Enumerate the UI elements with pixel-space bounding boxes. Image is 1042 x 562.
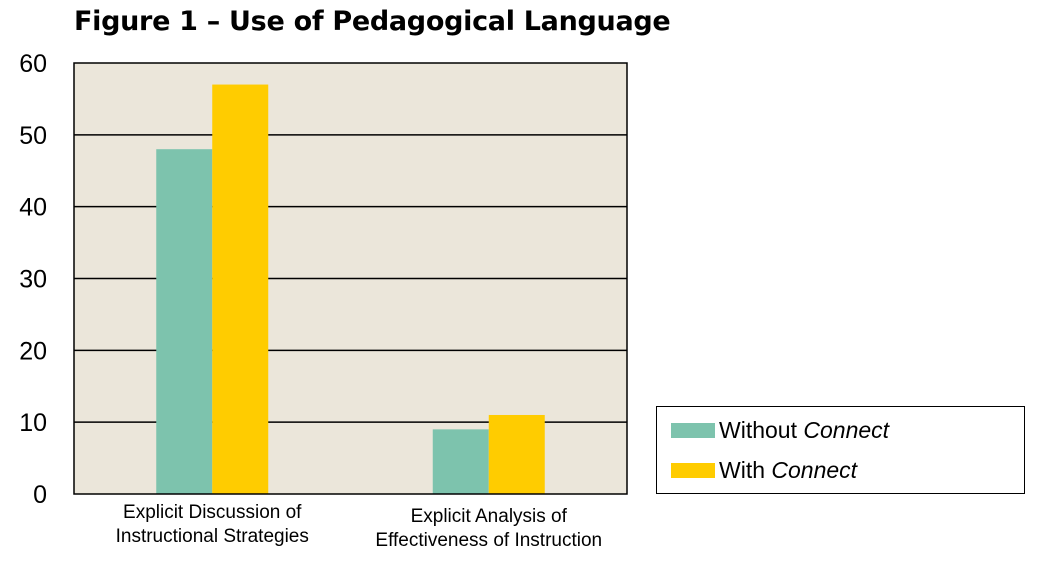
bars (156, 84, 545, 495)
bar-without-connect (432, 429, 489, 494)
bar-with-connect (488, 414, 545, 494)
bar-with-connect (212, 84, 269, 495)
y-tick-label: 10 (19, 409, 47, 437)
y-tick-label: 50 (19, 122, 47, 150)
legend-label-without-connect: Without Connect (719, 417, 890, 443)
legend-label-with-connect: With Connect (719, 457, 858, 483)
y-tick-label: 40 (19, 194, 47, 222)
bar-without-connect (156, 149, 213, 494)
x-axis-categories: Explicit Discussion of Instructional Stra… (116, 502, 602, 551)
y-tick-label: 60 (19, 50, 47, 78)
legend-swatch-without-connect (671, 423, 715, 438)
x-category-label: Explicit Analysis of (411, 506, 568, 527)
y-tick-label: 0 (33, 481, 47, 509)
chart-title: Figure 1 – Use of Pedagogical Language (74, 6, 671, 37)
x-category-label: Instructional Strategies (116, 526, 309, 547)
y-tick-label: 20 (19, 337, 47, 365)
y-axis-ticks: 0 10 20 30 40 50 60 (19, 50, 47, 509)
legend-item-with-connect: With Connect (671, 457, 857, 484)
x-category-label: Explicit Discussion of (123, 502, 302, 523)
legend-swatch-with-connect (671, 463, 715, 478)
plot-border (73, 62, 628, 495)
legend: Without Connect With Connect (656, 406, 1025, 494)
x-category-label: Effectiveness of Instruction (375, 530, 602, 551)
y-tick-label: 30 (19, 266, 47, 294)
legend-item-without-connect: Without Connect (671, 417, 889, 444)
